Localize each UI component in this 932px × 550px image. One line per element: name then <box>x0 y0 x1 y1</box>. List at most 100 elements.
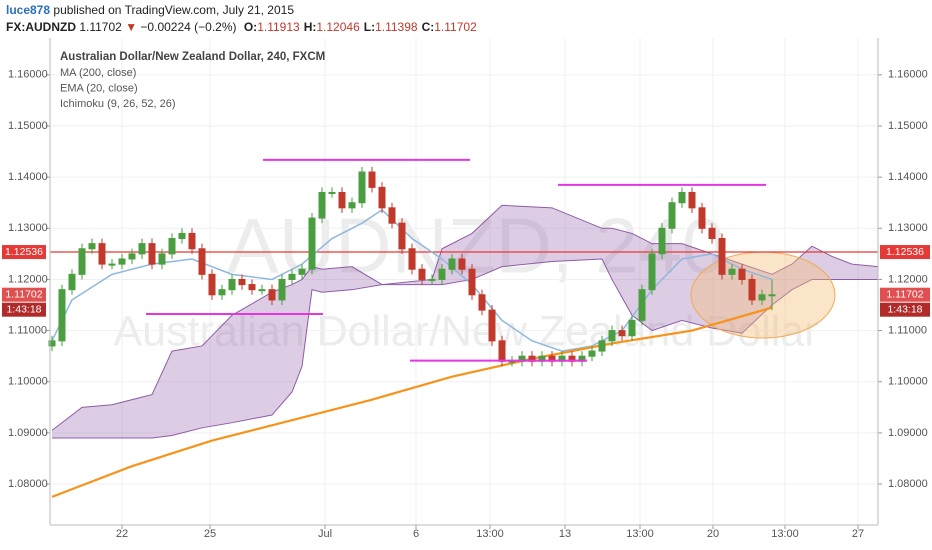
countdown-box <box>2 302 46 317</box>
candle-body <box>488 309 496 342</box>
y-tick-label: 1.10000 <box>888 376 928 388</box>
user[interactable]: luce878 <box>6 3 51 17</box>
y-tick-label: 1.11000 <box>888 325 927 337</box>
candle-body <box>58 289 66 342</box>
candle-body <box>408 248 416 270</box>
chart-title: Australian Dollar/New Zealand Dollar, 24… <box>60 51 325 63</box>
x-tick-label: 22 <box>116 528 128 540</box>
candle-body <box>498 340 506 362</box>
candle-body <box>328 191 336 194</box>
candle-body <box>438 268 446 280</box>
candle-body <box>648 253 656 291</box>
candle-body <box>258 289 266 292</box>
countdown-box <box>880 302 930 317</box>
y-tick-label: 1.10000 <box>8 376 48 388</box>
x-tick-label: 13:00 <box>476 528 504 540</box>
candle-body <box>298 268 306 275</box>
candle-body <box>428 278 436 281</box>
ohlc-value: 1.12046 <box>316 20 360 34</box>
candle-body <box>728 268 736 275</box>
ohlc-value: 1.11398 <box>375 20 418 34</box>
candle-body <box>318 191 326 219</box>
candle-body <box>638 289 646 321</box>
candle-body <box>588 350 596 357</box>
x-tick-label: 20 <box>707 528 719 540</box>
y-tick-label: 1.16000 <box>8 69 48 81</box>
y-tick-label: 1.14000 <box>8 171 48 183</box>
x-tick-label: 27 <box>852 528 864 540</box>
y-tick-label: 1.09000 <box>8 427 48 439</box>
candle-body <box>758 294 766 301</box>
candle-body <box>98 243 106 265</box>
ohlc-label: H: <box>303 20 317 34</box>
candle-body <box>708 227 716 240</box>
price-box-label: 1.12536 <box>5 246 43 258</box>
candle-body <box>158 253 166 265</box>
candle-body <box>188 232 196 250</box>
candle-body <box>178 232 186 240</box>
candle-body <box>218 289 226 296</box>
candle-body <box>68 273 76 291</box>
candle-body <box>448 258 456 270</box>
change: −0.00224 (−0.2%) <box>140 20 237 34</box>
candle-body <box>148 243 156 265</box>
candle-body <box>338 191 346 209</box>
candle-body <box>598 340 606 352</box>
candle-body <box>48 340 56 347</box>
price-box-label: 1.12536 <box>886 246 924 258</box>
candle-body <box>168 238 176 255</box>
candle-body <box>398 222 406 250</box>
y-tick-label: 1.12000 <box>8 273 48 285</box>
y-tick-label: 1.08000 <box>8 478 48 490</box>
ohlc-label: O: <box>243 20 258 34</box>
x-tick-label: 13:00 <box>771 528 799 540</box>
candle-body <box>388 207 396 224</box>
countdown-label: 1:43:18 <box>887 303 922 315</box>
y-tick-label: 1.09000 <box>888 427 928 439</box>
candle-body <box>618 330 626 337</box>
candle-body <box>458 258 466 270</box>
y-tick-label: 1.15000 <box>8 120 48 132</box>
ichimoku-upper <box>51 204 879 431</box>
ohlc-value: 1.11702 <box>434 20 477 34</box>
y-tick-label: 1.16000 <box>888 69 928 81</box>
ohlc-label: L: <box>363 20 376 34</box>
candle-body <box>768 294 776 297</box>
last: 1.11702 <box>79 20 122 34</box>
candle-body <box>718 238 726 275</box>
y-tick-label: 1.12000 <box>888 273 928 285</box>
candle-body <box>628 319 636 337</box>
ohlc-value: 1.11913 <box>257 20 300 34</box>
candle-body <box>128 253 136 260</box>
countdown-label: 1:43:18 <box>6 303 41 315</box>
price-box <box>880 287 930 302</box>
price-box <box>2 287 46 302</box>
indicator-label: EMA (20, close) <box>60 82 138 94</box>
x-tick-label: 6 <box>413 528 419 540</box>
price-box-label: 1.11702 <box>5 288 42 300</box>
x-tick-label: 13:00 <box>626 528 654 540</box>
arrow: ▼ <box>125 20 138 34</box>
y-tick-label: 1.14000 <box>888 171 928 183</box>
ichimoku-cloud <box>52 205 878 439</box>
candle-body <box>748 278 756 301</box>
ohlc-label: C: <box>421 20 435 34</box>
candle-body <box>138 243 146 255</box>
published: published on TradingView.com, July 21, 2… <box>53 3 294 17</box>
candle-body <box>368 171 376 188</box>
candle-body <box>678 191 686 204</box>
candle-body <box>268 289 276 301</box>
candle-body <box>358 171 366 204</box>
candle-body <box>208 273 216 296</box>
x-tick-label: 25 <box>204 528 216 540</box>
candle-body <box>468 268 476 296</box>
indicator-label: Ichimoku (9, 26, 52, 26) <box>60 98 176 110</box>
indicator-label: MA (200, close) <box>60 67 136 79</box>
candle-body <box>248 284 256 291</box>
candle-body <box>198 248 206 275</box>
candle-body <box>238 278 246 286</box>
candle-body <box>108 263 116 266</box>
candle-body <box>738 268 746 280</box>
header: luce878 published on TradingView.com, Ju… <box>6 2 477 36</box>
